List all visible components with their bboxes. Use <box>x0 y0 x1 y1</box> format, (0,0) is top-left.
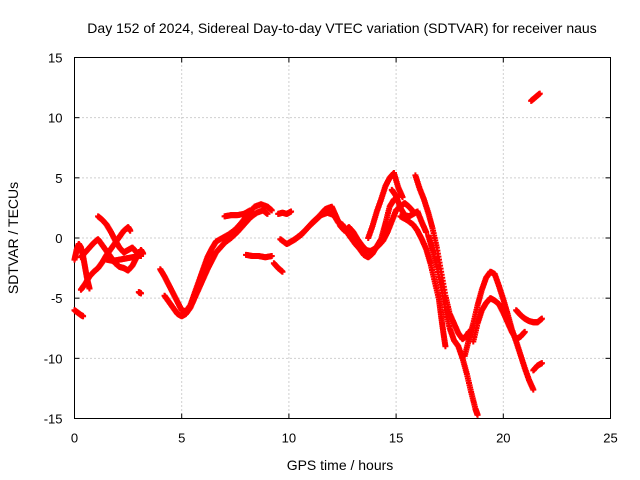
data-point <box>288 208 295 215</box>
data-point <box>140 250 147 257</box>
data-point <box>538 360 545 367</box>
axis-ticks: 0 5 10 15 20 25 -15 -10 -5 0 5 10 15 <box>44 51 618 446</box>
x-tick-label: 25 <box>603 431 617 446</box>
data-point <box>135 253 142 260</box>
series-arc-17 <box>388 186 430 235</box>
series-arc-15 <box>285 196 397 261</box>
x-tick-label: 15 <box>389 431 403 446</box>
series-arc-24 <box>530 360 545 374</box>
x-axis-label: GPS time / hours <box>287 457 394 473</box>
series-arc-9 <box>157 201 275 315</box>
grid <box>74 57 611 419</box>
y-tick-label: -5 <box>51 291 63 306</box>
y-tick-label: -15 <box>44 412 63 427</box>
series-arc-7 <box>135 289 144 297</box>
series-arc-20 <box>425 232 481 418</box>
data-point <box>80 313 87 320</box>
series-arc-6 <box>103 253 142 264</box>
series-arc-19 <box>412 172 472 343</box>
data-point <box>86 285 93 292</box>
y-tick-label: 15 <box>48 51 62 66</box>
series-arc-10 <box>221 207 254 220</box>
data-markers <box>71 90 545 418</box>
data-point <box>521 328 528 335</box>
y-tick-label: -10 <box>44 351 63 366</box>
x-tick-label: 10 <box>282 431 296 446</box>
series-arc-2 <box>71 307 87 320</box>
series-arc-4 <box>95 213 144 260</box>
x-tick-label: 5 <box>178 431 185 446</box>
y-axis-label: SDTVAR / TECUs <box>5 182 21 294</box>
data-point <box>279 268 286 275</box>
data-point <box>538 315 545 322</box>
series-arc-12 <box>270 260 286 275</box>
data-point <box>536 90 543 97</box>
y-tick-label: 0 <box>55 231 62 246</box>
data-point <box>442 343 449 350</box>
series-arc-25 <box>528 90 543 104</box>
series-arc-23 <box>513 307 545 326</box>
series-arc-13 <box>275 208 295 217</box>
data-point <box>264 210 271 217</box>
x-tick-label: 20 <box>496 431 510 446</box>
series-arc-11 <box>243 251 275 261</box>
data-point <box>399 194 406 201</box>
series-arc-21 <box>461 268 537 393</box>
y-tick-label: 10 <box>48 111 62 126</box>
data-point <box>268 207 275 214</box>
series-arc-22 <box>470 295 528 345</box>
data-point <box>530 386 537 393</box>
data-point <box>247 207 254 214</box>
series-arc-16 <box>365 170 406 241</box>
data-point <box>137 290 144 297</box>
data-point <box>423 228 430 235</box>
y-tick-label: 5 <box>55 171 62 186</box>
data-point <box>268 253 275 260</box>
data-point <box>127 227 134 234</box>
series-arc-18 <box>397 213 449 350</box>
x-tick-label: 0 <box>71 431 78 446</box>
data-point <box>474 411 481 418</box>
chart-title: Day 152 of 2024, Sidereal Day-to-day VTE… <box>87 20 596 36</box>
